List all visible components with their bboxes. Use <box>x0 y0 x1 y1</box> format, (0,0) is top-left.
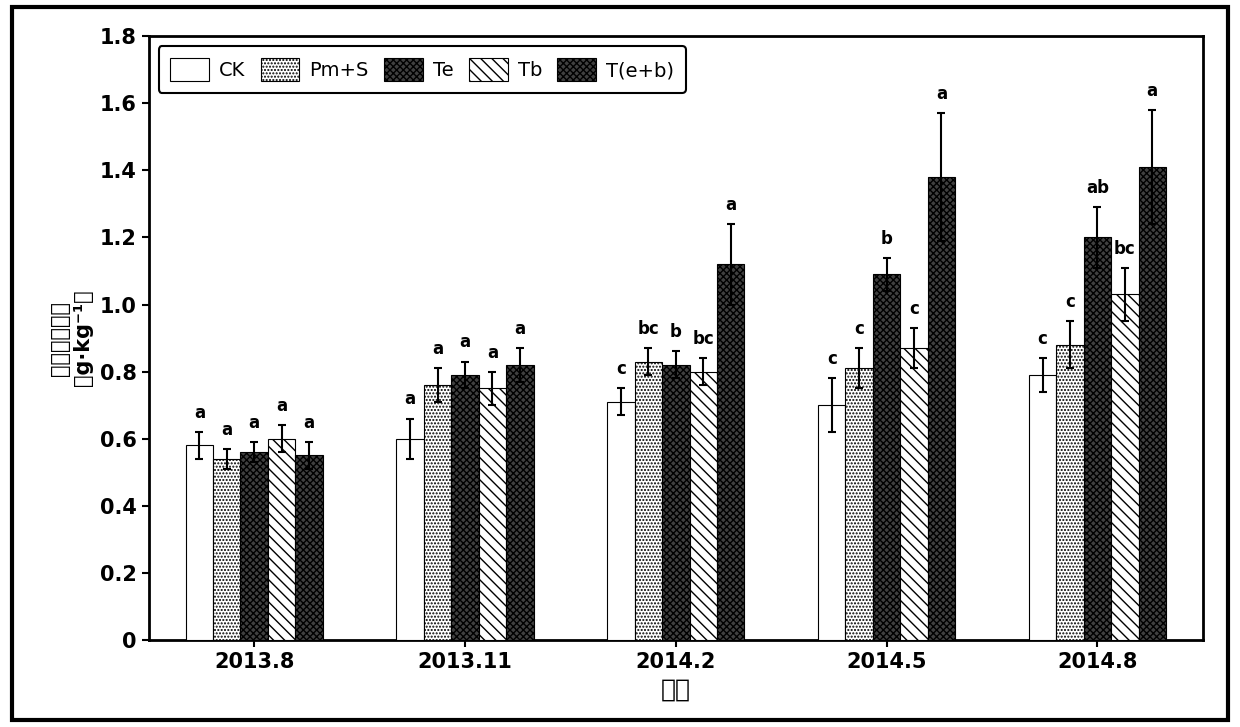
Text: c: c <box>827 350 837 368</box>
Text: bc: bc <box>637 320 660 338</box>
Bar <box>635 361 662 640</box>
Bar <box>479 388 506 640</box>
Bar <box>1138 167 1166 640</box>
Bar <box>451 375 479 640</box>
Text: a: a <box>193 404 205 422</box>
Text: c: c <box>909 300 919 318</box>
Text: c: c <box>616 361 626 378</box>
Bar <box>1056 345 1084 640</box>
Bar <box>424 385 451 640</box>
Bar <box>1084 238 1111 640</box>
Bar <box>928 177 955 640</box>
Bar <box>608 402 635 640</box>
Bar <box>241 452 268 640</box>
Text: a: a <box>432 340 443 358</box>
X-axis label: 时间: 时间 <box>661 677 691 701</box>
Bar <box>818 405 846 640</box>
Bar <box>213 459 241 640</box>
Text: b: b <box>880 230 893 247</box>
Bar <box>268 438 295 640</box>
Text: a: a <box>221 421 232 438</box>
Text: a: a <box>460 334 470 351</box>
Bar <box>900 348 928 640</box>
Bar <box>689 371 717 640</box>
Text: ab: ab <box>1086 180 1109 197</box>
Bar <box>846 368 873 640</box>
Text: a: a <box>249 414 259 432</box>
Legend: CK, Pm+S, Te, Tb, T(e+b): CK, Pm+S, Te, Tb, T(e+b) <box>159 46 686 93</box>
Bar <box>397 438 424 640</box>
Bar <box>295 455 322 640</box>
Y-axis label: 土壤全氮含量
（g·kg⁻¹）: 土壤全氮含量 （g·kg⁻¹） <box>50 290 93 386</box>
Text: bc: bc <box>692 330 714 348</box>
Bar <box>873 274 900 640</box>
Text: a: a <box>515 320 526 338</box>
Text: c: c <box>1038 330 1048 348</box>
Text: bc: bc <box>1114 240 1136 257</box>
Bar <box>1029 375 1056 640</box>
Text: a: a <box>404 390 415 409</box>
Bar <box>506 365 533 640</box>
Bar <box>1111 294 1138 640</box>
Text: a: a <box>304 414 315 432</box>
Text: a: a <box>725 196 737 214</box>
Text: a: a <box>936 85 947 103</box>
Text: a: a <box>1147 82 1158 100</box>
Bar <box>186 446 213 640</box>
Text: a: a <box>277 397 288 415</box>
Bar <box>717 265 744 640</box>
Bar <box>662 365 689 640</box>
Text: b: b <box>670 324 682 342</box>
Text: c: c <box>1065 293 1075 311</box>
Text: c: c <box>854 320 864 338</box>
Text: a: a <box>487 344 498 361</box>
